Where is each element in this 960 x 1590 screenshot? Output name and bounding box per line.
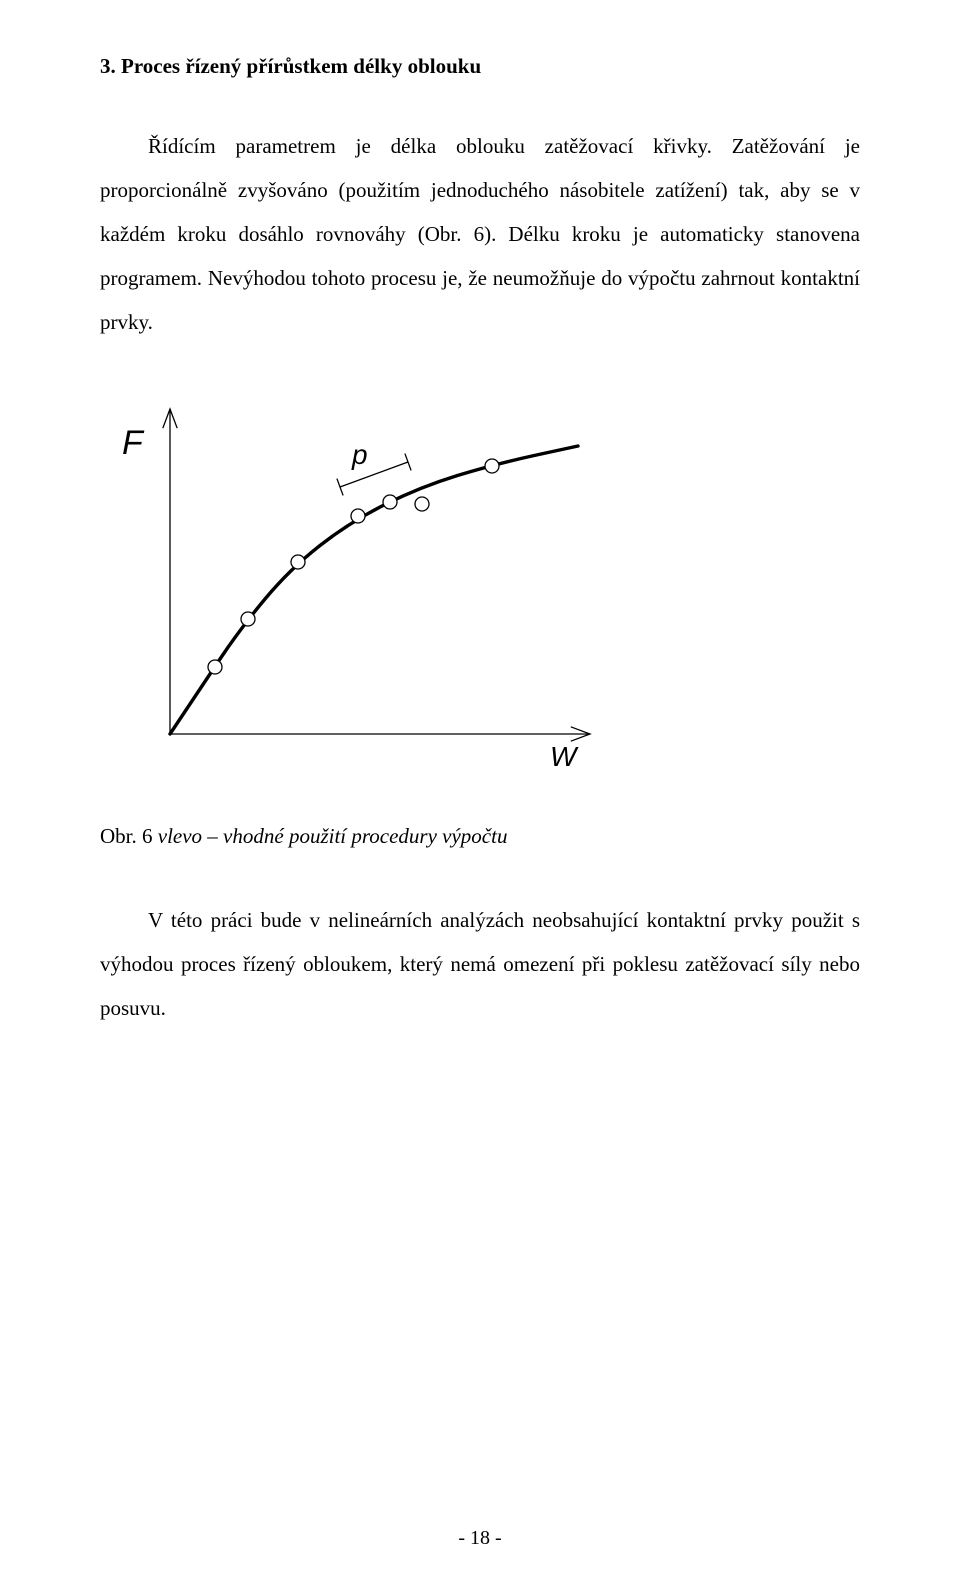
figure-label: Obr. 6 (100, 824, 153, 848)
figure-caption-text: vlevo – vhodné použití procedury výpočtu (153, 824, 508, 848)
section-heading: 3. Proces řízený přírůstkem délky oblouk… (100, 50, 860, 84)
svg-text:F: F (122, 424, 145, 462)
figure-6: F Wp (100, 384, 860, 774)
paragraph-1: Řídícím parametrem je délka oblouku zatě… (100, 124, 860, 344)
svg-text:W: W (550, 741, 579, 772)
page: 3. Proces řízený přírůstkem délky oblouk… (0, 0, 960, 1590)
page-number: - 18 - (0, 1527, 960, 1550)
figure-caption: Obr. 6 vlevo – vhodné použití procedury … (100, 814, 860, 858)
chart-svg: F Wp (100, 384, 620, 774)
svg-text:p: p (351, 439, 368, 470)
paragraph-2: V této práci bude v nelineárních analýzá… (100, 898, 860, 1030)
